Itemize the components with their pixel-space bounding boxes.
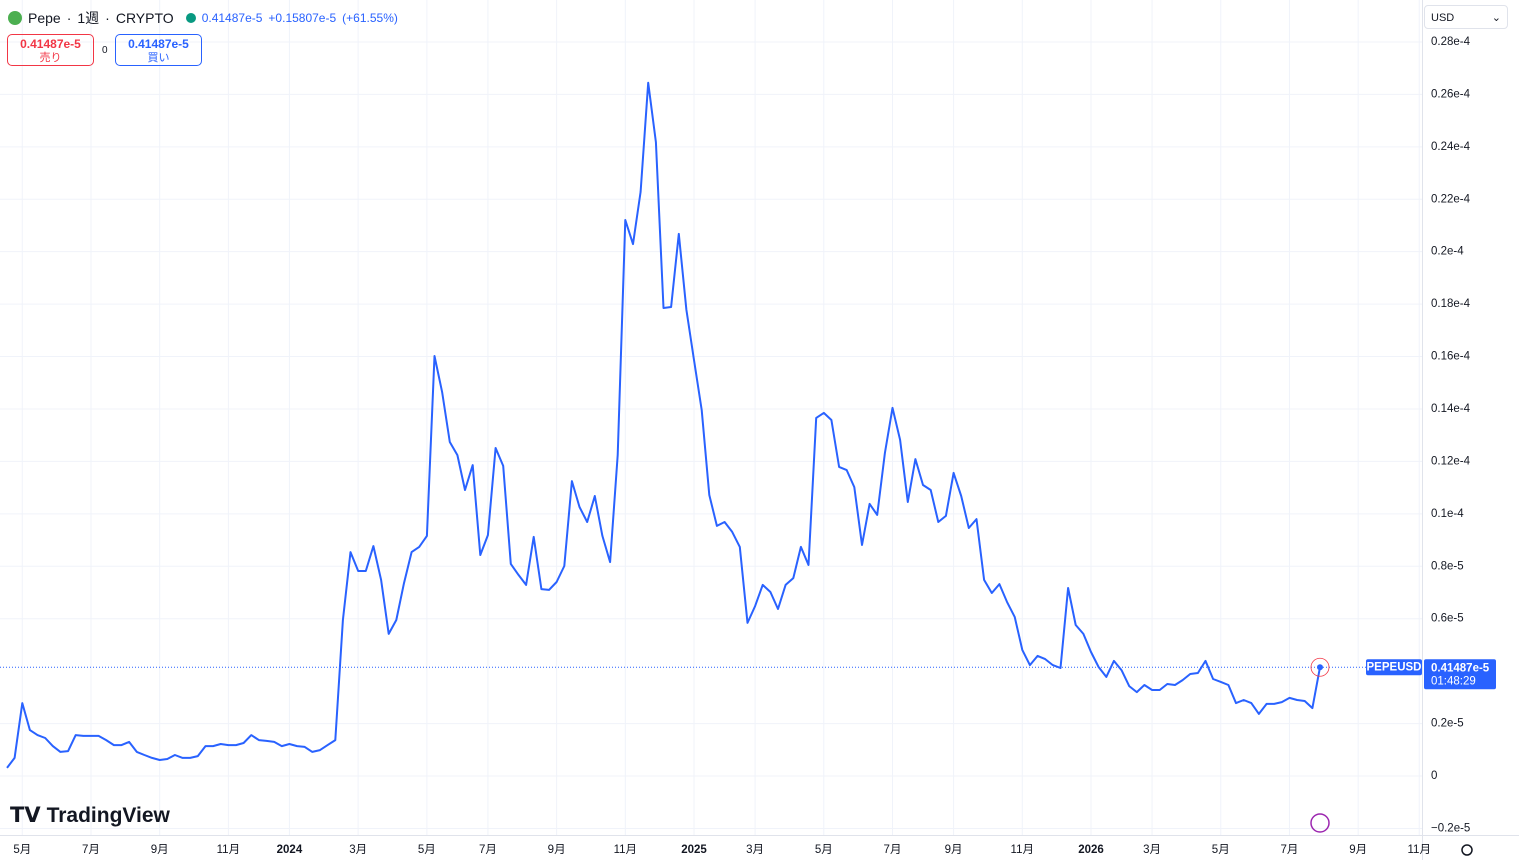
x-tick-label: 3月 bbox=[746, 844, 764, 856]
y-tick-label: 0 bbox=[1431, 770, 1437, 782]
x-tick-label: 3月 bbox=[1143, 844, 1161, 856]
x-tick-label: 7月 bbox=[479, 844, 497, 856]
y-tick-label: 0.2e-4 bbox=[1431, 246, 1464, 258]
y-tick-label: 0.28e-4 bbox=[1431, 36, 1471, 48]
x-tick-label: 11月 bbox=[1408, 844, 1431, 856]
y-tick-label: −0.2e-5 bbox=[1431, 822, 1470, 834]
y-tick-label: 0.24e-4 bbox=[1431, 141, 1471, 153]
interval[interactable]: 1週 bbox=[77, 10, 100, 26]
y-tick-label: 0.2e-5 bbox=[1431, 718, 1464, 730]
x-tick-label: 11月 bbox=[614, 844, 637, 856]
sell-button[interactable]: 0.41487e-5 売り bbox=[7, 34, 94, 66]
price-tag-countdown: 01:48:29 bbox=[1431, 675, 1476, 687]
symbol-title[interactable]: Pepe bbox=[28, 10, 61, 26]
symbol-tag bbox=[1366, 659, 1422, 676]
x-tick-label: 2025 bbox=[681, 844, 707, 856]
x-tick-label: 7月 bbox=[82, 844, 100, 856]
currency: USD bbox=[1431, 12, 1455, 24]
header: Pepe · 1週 · CRYPTO 0.41487e-5 +0.15807e-5 … bbox=[8, 8, 398, 28]
last-point bbox=[1317, 664, 1323, 671]
buy-button[interactable]: 0.41487e-5 買い bbox=[115, 34, 202, 66]
sell-label: 売り bbox=[39, 52, 62, 64]
event-icon bbox=[1310, 813, 1330, 833]
price-line bbox=[6, 81, 1321, 769]
buy-price: 0.41487e-5 bbox=[128, 37, 189, 51]
change: +0.15807e-5 bbox=[268, 11, 337, 25]
brand: TradingView bbox=[46, 804, 170, 827]
y-tick-label: 0.8e-5 bbox=[1431, 560, 1464, 572]
last-point-ring bbox=[1310, 657, 1330, 677]
price-tag bbox=[1424, 659, 1496, 690]
last-price: 0.41487e-5 bbox=[201, 11, 263, 25]
price-tag-value: 0.41487e-5 bbox=[1431, 662, 1490, 674]
x-tick-label: 11月 bbox=[217, 844, 240, 856]
status-dot bbox=[185, 13, 196, 23]
spread: 0 bbox=[102, 45, 108, 56]
x-tick-label: 9月 bbox=[151, 844, 169, 856]
y-tick-label: 0.12e-4 bbox=[1431, 455, 1471, 467]
y-tick-label: 0.1e-4 bbox=[1431, 508, 1464, 520]
y-tick-label: 0.14e-4 bbox=[1431, 403, 1471, 415]
buy-label: 買い bbox=[147, 52, 170, 64]
x-tick-label: 3月 bbox=[349, 844, 367, 856]
x-tick-label: 7月 bbox=[1281, 844, 1299, 856]
y-tick-label: 0.6e-5 bbox=[1431, 613, 1464, 625]
x-tick-label: 7月 bbox=[884, 844, 902, 856]
brand-logo[interactable]: 𝗧𝗩 TradingView bbox=[10, 804, 170, 827]
symbol-icon[interactable] bbox=[8, 11, 22, 25]
x-tick-label: 2026 bbox=[1078, 844, 1104, 856]
y-tick-label: 0.26e-4 bbox=[1431, 88, 1471, 100]
x-tick-label: 5月 bbox=[815, 844, 833, 856]
x-tick-label: 5月 bbox=[13, 844, 31, 856]
y-tick-label: 0.22e-4 bbox=[1431, 193, 1471, 205]
y-tick-label: 0.16e-4 bbox=[1431, 351, 1471, 363]
x-tick-label: 2024 bbox=[277, 844, 303, 856]
x-tick-label: 9月 bbox=[1349, 844, 1367, 856]
x-tick-label: 9月 bbox=[945, 844, 963, 856]
change-pct: (+61.55%) bbox=[342, 11, 398, 25]
y-tick-label: 0.18e-4 bbox=[1431, 298, 1471, 310]
sell-price: 0.41487e-5 bbox=[20, 37, 81, 51]
x-tick-label: 9月 bbox=[548, 844, 566, 856]
currency-select[interactable]: USD ⌄ bbox=[1424, 5, 1508, 29]
x-tick-label: 5月 bbox=[1212, 844, 1230, 856]
symbol-tag-text: PEPEUSD bbox=[1367, 661, 1422, 673]
x-tick-label: 5月 bbox=[418, 844, 436, 856]
exchange: CRYPTO bbox=[115, 10, 174, 26]
settings-icon bbox=[1461, 844, 1473, 856]
x-tick-label: 11月 bbox=[1011, 844, 1034, 856]
